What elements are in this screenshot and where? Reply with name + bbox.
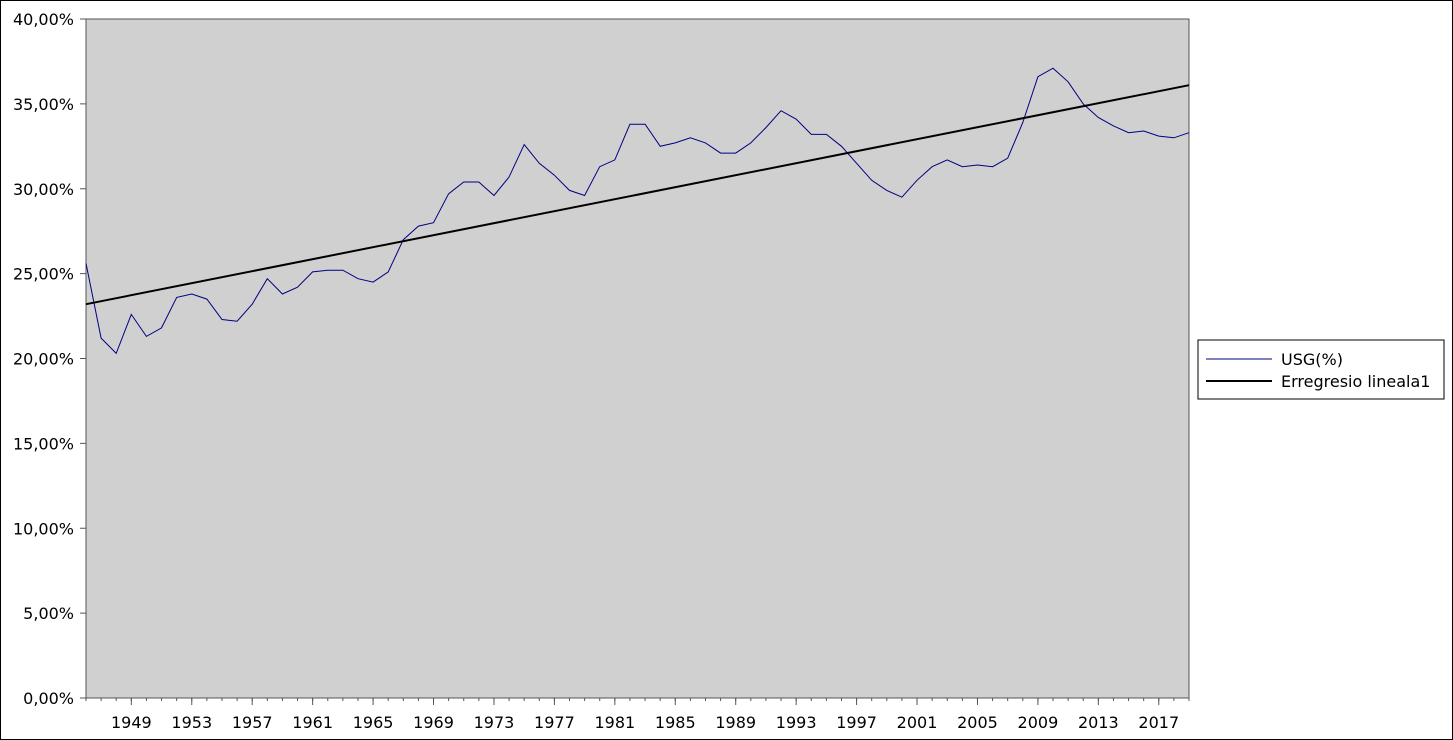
legend-label-trend: Erregresio lineala1 [1281,372,1430,391]
series-line-usg [85,67,1190,355]
x-tick-label: 2017 [1138,713,1179,732]
x-tick-label: 1957 [232,713,273,732]
series-line-trend [85,84,1190,306]
x-tick-label: 1961 [292,713,333,732]
y-tick-label: 25,00% [13,265,74,284]
y-tick-label: 0,00% [23,689,74,708]
x-tick-label: 1977 [534,713,575,732]
x-tick-label: 1993 [776,713,817,732]
y-axis: 0,00% 5,00% 10,00% 15,00% 20,00% 25,00% 30,00%… [13,10,86,708]
plot-area [85,18,1190,699]
x-tick-label: 2001 [897,713,938,732]
series-layer [85,67,1190,355]
x-tick-label: 2013 [1078,713,1119,732]
y-tick-label: 40,00% [13,10,74,29]
y-tick-label: 15,00% [13,434,74,453]
y-tick-label: 20,00% [13,350,74,369]
legend: USG(%) Erregresio lineala1 [1197,339,1445,400]
x-tick-label: 1989 [715,713,756,732]
x-tick-label: 1973 [474,713,515,732]
x-tick-label: 2005 [957,713,998,732]
x-axis: 1949 1953 1957 1961 1965 1969 1973 1977 1981 1985… [85,698,1190,732]
y-tick-label: 30,00% [13,180,74,199]
x-tick-label: 1997 [836,713,877,732]
x-tick-label: 1953 [171,713,212,732]
x-tick-label: 1969 [413,713,454,732]
x-tick-label: 1949 [111,713,152,732]
x-tick-label: 2009 [1018,713,1059,732]
x-tick-label: 1985 [655,713,696,732]
x-tick-label: 1965 [353,713,394,732]
y-tick-label: 5,00% [23,604,74,623]
legend-label-usg: USG(%) [1281,350,1343,369]
y-tick-label: 35,00% [13,95,74,114]
legend-box [1197,339,1445,400]
x-tick-label: 1981 [594,713,635,732]
y-tick-label: 10,00% [13,519,74,538]
